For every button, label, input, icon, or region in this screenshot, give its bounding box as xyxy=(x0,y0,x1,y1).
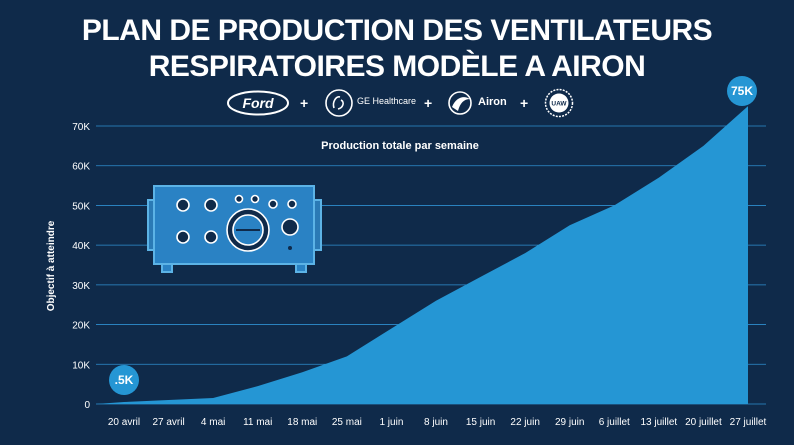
ge-healthcare-label: GE Healthcare xyxy=(357,96,417,106)
plus-sign: + xyxy=(424,95,433,111)
ge-monogram-icon xyxy=(325,89,353,117)
uaw-seal: UAW xyxy=(544,88,574,118)
ford-logo-text: Ford xyxy=(242,95,274,111)
x-tick-label: 15 juin xyxy=(466,417,495,428)
x-tick-label: 29 juin xyxy=(555,417,584,428)
x-tick-label: 27 avril xyxy=(152,417,184,428)
y-tick-label: 20K xyxy=(72,321,90,332)
end-value-label: 75K xyxy=(731,84,753,98)
x-tick-label: 22 juin xyxy=(510,417,539,428)
svg-text:UAW: UAW xyxy=(551,101,567,108)
x-tick-label: 6 juillet xyxy=(599,417,630,428)
y-axis-label: Objectif à atteindre xyxy=(46,220,57,311)
plus-sign: + xyxy=(300,95,309,111)
x-tick-label: 27 juillet xyxy=(730,417,767,428)
x-tick-label: 20 avril xyxy=(108,417,140,428)
y-tick-label: 70K xyxy=(72,122,90,133)
y-tick-label: 40K xyxy=(72,241,90,252)
plus-sign: + xyxy=(520,95,529,111)
y-tick-label: 60K xyxy=(72,162,90,173)
x-tick-label: 20 juillet xyxy=(685,417,722,428)
x-tick-label: 25 mai xyxy=(332,417,362,428)
title-line-1: PLAN DE PRODUCTION DES VENTILATEURS xyxy=(81,14,713,47)
y-tick-label: 0 xyxy=(84,400,90,411)
ford-logo: Ford xyxy=(227,90,289,116)
end-value-badge: 75K xyxy=(727,76,757,106)
x-tick-label: 4 mai xyxy=(201,417,225,428)
x-axis-ticks: 20 avril 27 avril 4 mai 11 mai 18 mai 25 mai 1… xyxy=(108,417,767,428)
start-value-label: .5K xyxy=(115,373,134,387)
x-tick-label: 18 mai xyxy=(287,417,317,428)
y-axis-ticks: 0 10K 20K 30K 40K 50K 60K 70K xyxy=(72,122,90,411)
chart-title: Production totale par semaine xyxy=(321,140,479,152)
partner-logos: Ford + GE Healthcare + Airon + UAW xyxy=(0,87,794,119)
y-tick-label: 50K xyxy=(72,201,90,212)
ventilator-illustration xyxy=(147,185,322,273)
x-tick-label: 1 juin xyxy=(379,417,403,428)
start-value-badge: .5K xyxy=(109,365,139,396)
y-tick-label: 30K xyxy=(72,281,90,292)
x-tick-label: 11 mai xyxy=(243,417,272,428)
y-tick-label: 10K xyxy=(72,360,90,371)
x-tick-label: 13 juillet xyxy=(641,417,678,428)
x-tick-label: 8 juin xyxy=(424,417,448,428)
airon-label: Airon xyxy=(478,96,507,108)
title-line-2: RESPIRATOIRES MODÈLE A AIRON xyxy=(148,50,646,83)
production-area xyxy=(96,106,748,405)
airon-logo-icon xyxy=(448,91,472,115)
